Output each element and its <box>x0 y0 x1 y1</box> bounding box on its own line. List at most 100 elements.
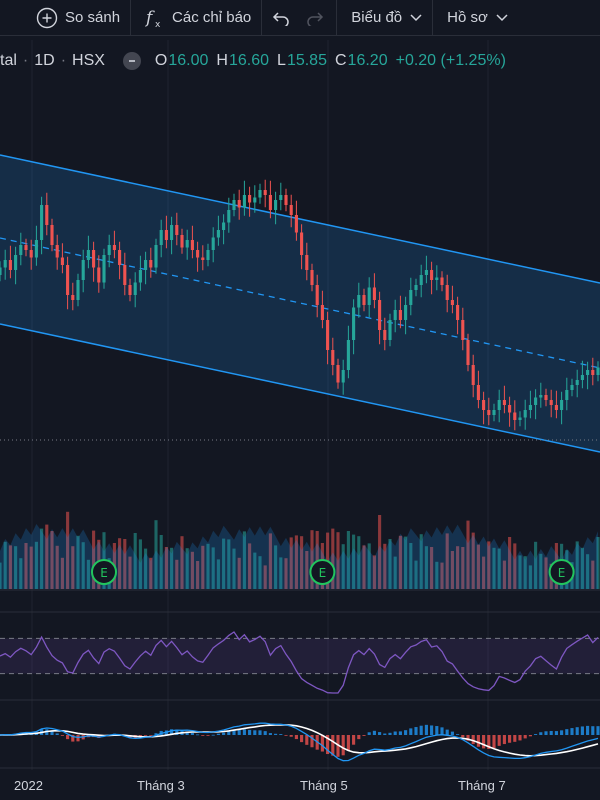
candle-body <box>248 195 252 203</box>
channel-lower-line <box>0 323 600 453</box>
redo-button[interactable] <box>298 0 336 36</box>
candle-body <box>586 370 590 375</box>
volume-bar <box>518 555 522 589</box>
candle-body <box>482 400 486 410</box>
candle-body <box>149 260 153 268</box>
macd-histogram-bar <box>60 735 64 736</box>
indicators-label: Các chỉ báo <box>172 9 252 26</box>
candle-body <box>180 235 184 248</box>
candle-body <box>92 250 96 268</box>
volume-bar <box>575 541 579 589</box>
macd-histogram-bar <box>55 733 59 735</box>
candle-body <box>76 280 80 300</box>
candle-body <box>305 255 309 270</box>
volume-bar <box>528 565 532 589</box>
candle-body <box>29 250 33 258</box>
volume-bar <box>222 538 226 589</box>
macd-histogram-bar <box>128 735 132 739</box>
volume-bar <box>357 536 361 589</box>
candle-body <box>284 195 288 205</box>
candle-body <box>60 257 64 265</box>
macd-histogram-bar <box>284 735 288 736</box>
svg-text:x: x <box>155 20 161 29</box>
undo-button[interactable] <box>262 0 298 36</box>
close-value: 16.20 <box>347 52 388 69</box>
collapse-legend-button[interactable] <box>122 52 141 70</box>
candle-body <box>107 245 111 255</box>
candle-body <box>144 260 148 270</box>
candle-body <box>534 397 538 405</box>
volume-bar <box>268 533 272 589</box>
candle-body <box>310 270 314 285</box>
volume-bar <box>60 557 64 589</box>
volume-ma-area <box>0 524 598 589</box>
earnings-marker-label: E <box>100 566 108 580</box>
candle-body <box>352 307 356 340</box>
candle-body <box>138 270 142 283</box>
volume-bar <box>0 562 2 589</box>
symbol-name[interactable]: tal <box>0 52 17 69</box>
macd-histogram-bar <box>539 732 543 735</box>
macd-histogram-bar <box>497 735 501 746</box>
chart-menu-label: Biểu đồ <box>351 9 403 26</box>
macd-histogram-bar <box>331 735 335 756</box>
candle-body <box>97 267 101 283</box>
candle-body <box>123 265 127 285</box>
svg-text:f: f <box>145 8 155 28</box>
channel-median-line <box>0 237 600 369</box>
candle-body <box>367 287 371 305</box>
candle-body <box>456 305 460 320</box>
candle-body <box>242 195 246 208</box>
volume-bar <box>133 533 137 589</box>
low-value: 15.85 <box>286 52 327 69</box>
interval-label[interactable]: 1D <box>34 52 55 69</box>
open-key: O <box>154 52 168 69</box>
volume-bar <box>315 531 319 589</box>
chart-menu-button[interactable]: Biểu đồ <box>337 0 432 36</box>
macd-line <box>0 722 599 762</box>
macd-histogram-bar <box>227 731 231 735</box>
candle-body <box>263 190 267 195</box>
macd-histogram-bar <box>71 735 75 742</box>
candle-body <box>66 265 70 295</box>
candle-body <box>580 375 584 380</box>
macd-histogram-bar <box>144 735 148 736</box>
x-tick-label: 2022 <box>14 778 43 793</box>
candle-body <box>34 240 38 258</box>
volume-bar <box>471 532 475 589</box>
candle-body <box>523 410 527 418</box>
volume-bar <box>450 551 454 589</box>
macd-histogram-bar <box>445 729 449 735</box>
macd-histogram-bar <box>482 735 486 749</box>
candle-body <box>336 365 340 383</box>
macd-histogram-bar <box>310 735 314 748</box>
volume-bar <box>86 559 90 589</box>
volume-bar <box>8 545 12 589</box>
candle-body <box>253 197 257 203</box>
volume-bar <box>398 535 402 589</box>
profile-menu-button[interactable]: Hồ sơ <box>433 0 518 36</box>
chevron-down-icon <box>496 13 508 22</box>
compare-button[interactable]: So sánh <box>0 0 130 36</box>
candle-body <box>497 400 501 410</box>
volume-bar <box>502 560 506 589</box>
volume-bar <box>170 547 174 589</box>
candle-body <box>237 200 241 208</box>
volume-bar <box>341 544 345 589</box>
volume-bar <box>487 541 491 589</box>
macd-histogram-bar <box>357 735 361 740</box>
volume-bar <box>201 545 205 589</box>
channel-upper-line <box>0 154 600 284</box>
candle-body <box>591 370 595 375</box>
macd-histogram-bar <box>50 731 54 735</box>
volume-bar <box>154 520 158 589</box>
toolbar-divider <box>130 0 132 36</box>
macd-histogram-bar <box>211 734 215 736</box>
volume-bar <box>596 537 600 589</box>
volume-bar <box>3 541 7 589</box>
macd-histogram-bar <box>502 735 506 745</box>
candle-body <box>24 245 28 250</box>
volume-bar <box>544 557 548 589</box>
